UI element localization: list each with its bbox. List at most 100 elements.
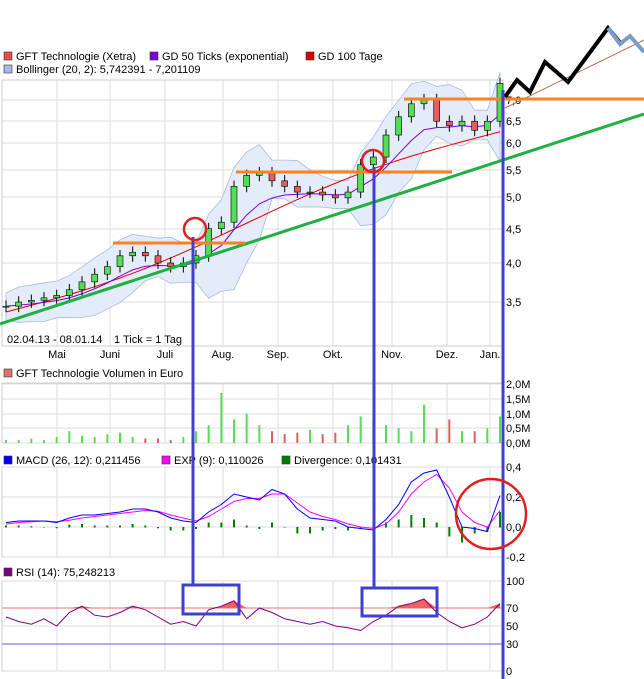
volume-bar: [93, 437, 96, 443]
candle: [395, 116, 402, 136]
divergence-bar: [30, 526, 33, 528]
divergence-bar: [499, 512, 501, 528]
volume-bar: [448, 419, 451, 443]
y-tick-label: 5,0: [506, 192, 521, 204]
volume-bar: [30, 438, 33, 443]
candle: [332, 194, 339, 199]
volume-bar: [423, 404, 425, 443]
y-tick-label: 100: [506, 576, 524, 588]
divergence-bar: [131, 524, 134, 528]
y-tick-label: 4,0: [506, 258, 521, 270]
divergence-bar: [157, 527, 159, 529]
volume-bar: [207, 425, 210, 443]
volume-bar: [5, 440, 7, 443]
candle: [154, 255, 162, 264]
volume-bar: [195, 431, 197, 443]
y-tick-label: 70: [506, 603, 518, 615]
volume-bar: [55, 437, 58, 443]
divergence-bar: [435, 522, 438, 528]
rsi-highlight-box: [360, 586, 439, 618]
candle: [15, 301, 22, 307]
highlight-circle: [360, 148, 386, 174]
candle: [408, 103, 415, 118]
volume-bar: [435, 428, 438, 443]
y-tick-label: 3,5: [506, 297, 521, 309]
divergence-bar: [334, 527, 337, 529]
volume-bar: [43, 440, 45, 443]
legend-label: GFT Technologie Volumen in Euro: [16, 368, 183, 380]
legend-label: EXP (9): 0,110026: [174, 455, 264, 467]
volume-bar: [499, 416, 501, 443]
divergence-bar: [68, 524, 71, 528]
legend-label: Divergence: 0,101431: [294, 455, 402, 467]
volume-bar: [17, 440, 20, 443]
candle: [28, 300, 35, 303]
y-tick-label: 5,5: [506, 165, 521, 177]
candle: [230, 186, 238, 223]
volume-bar: [106, 434, 109, 443]
volume-panel: [1, 382, 504, 444]
highlight-circle: [454, 477, 528, 551]
forecast-zigzag-alt: [606, 26, 644, 54]
legend-label: GD 100 Tage: [318, 51, 383, 63]
divergence-bar: [271, 522, 273, 528]
legend-swatch: [149, 51, 159, 61]
candle: [344, 191, 352, 199]
divergence-bar: [233, 519, 235, 528]
divergence-bar: [182, 527, 185, 531]
volume-bar: [81, 435, 83, 443]
candle: [78, 281, 86, 291]
rsi-line: [5, 598, 501, 632]
rsi-overbought-fill: [82, 606, 95, 608]
candle: [446, 120, 453, 127]
x-tick-label: Okt.: [323, 349, 343, 361]
divergence-bar: [17, 525, 20, 528]
macd-line: [5, 469, 501, 533]
y-tick-label: 2,0M: [506, 379, 530, 391]
legend-swatch: [3, 51, 13, 61]
legend-label: MACD (26, 12): 0,211456: [16, 455, 141, 467]
candle: [129, 251, 136, 257]
y-tick-label: 6,5: [506, 116, 521, 128]
y-tick-label: 0,0M: [506, 438, 530, 450]
candle: [116, 255, 124, 267]
candle: [319, 191, 326, 196]
candle: [370, 156, 377, 166]
macd-panel: [1, 466, 504, 558]
volume-bar: [169, 440, 172, 443]
candle: [458, 120, 466, 127]
y-tick-label: -0,2: [506, 552, 525, 564]
legend-swatch: [3, 368, 13, 378]
y-tick-label: 30: [506, 639, 518, 651]
x-tick-label: Mai: [48, 349, 66, 361]
candle: [167, 262, 174, 267]
legend-label: GD 50 Ticks (exponential): [162, 51, 289, 63]
divergence-bar: [207, 522, 210, 528]
rsi-overbought-fill: [411, 599, 424, 608]
volume-bar: [68, 431, 71, 443]
volume-bar: [131, 437, 134, 443]
gd50-line: [5, 113, 501, 307]
legend-swatch: [161, 455, 171, 465]
volume-bar: [410, 431, 413, 443]
legend-swatch: [3, 455, 13, 465]
candle: [433, 99, 440, 122]
volume-bar: [283, 434, 286, 443]
candle: [104, 266, 111, 275]
rsi-overbought-fill: [386, 606, 399, 608]
candle: [268, 172, 276, 182]
rsi-highlight-box: [181, 583, 241, 616]
y-tick-label: 0,5M: [506, 423, 530, 435]
volume-bar: [385, 425, 387, 443]
volume-bar: [220, 392, 223, 443]
divergence-bar: [321, 527, 324, 531]
candle: [91, 273, 98, 283]
legend-label: RSI (14): 75,248213: [16, 567, 115, 579]
candle: [66, 289, 73, 296]
divergence-bar: [448, 527, 451, 537]
divergence-bar: [258, 527, 261, 529]
candle: [471, 120, 478, 131]
volume-bar: [233, 419, 235, 443]
